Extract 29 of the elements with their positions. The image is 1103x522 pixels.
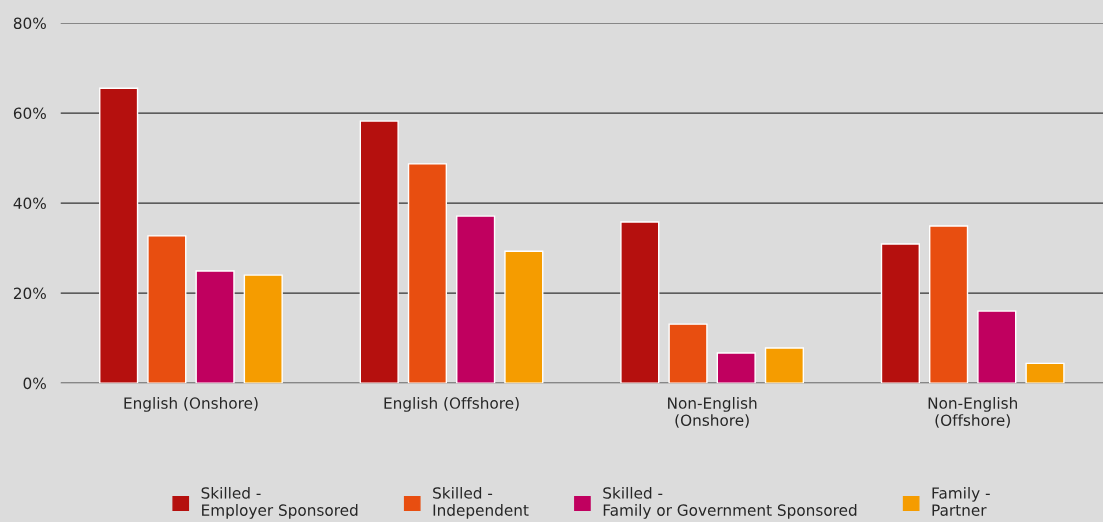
bar: [716, 352, 756, 384]
bar: [504, 250, 544, 384]
bar: [407, 163, 448, 384]
x-tick-label: Non-English (Offshore): [928, 397, 1017, 428]
x-tick-label: English (Offshore): [384, 397, 519, 412]
bar: [620, 221, 660, 384]
bar: [929, 225, 969, 384]
x-tick-label: English (Onshore): [124, 397, 258, 412]
bar: [764, 347, 805, 384]
bar: [359, 120, 399, 384]
bar: [977, 310, 1017, 384]
bar: [195, 270, 235, 384]
legend-label: Skilled - Employer Sponsored: [201, 486, 358, 519]
y-tick-label: 60%: [13, 107, 46, 120]
y-tick-label: 80%: [13, 17, 46, 29]
bar: [880, 243, 920, 384]
legend-label: Skilled - Independent: [433, 486, 529, 519]
y-tick-label: 20%: [13, 287, 46, 300]
x-tick-label: Non-English (Onshore): [668, 397, 757, 428]
bar: [668, 323, 708, 384]
y-tick-label: 40%: [13, 197, 46, 210]
bar: [243, 274, 283, 384]
bar: [456, 215, 496, 384]
bar: [1025, 362, 1065, 384]
legend-label: Skilled - Family or Government Sponsored: [603, 486, 857, 519]
bar: [147, 235, 187, 384]
legend-label: Family - Partner: [932, 486, 990, 516]
y-tick-label: 0%: [23, 377, 46, 390]
bar: [99, 87, 139, 384]
